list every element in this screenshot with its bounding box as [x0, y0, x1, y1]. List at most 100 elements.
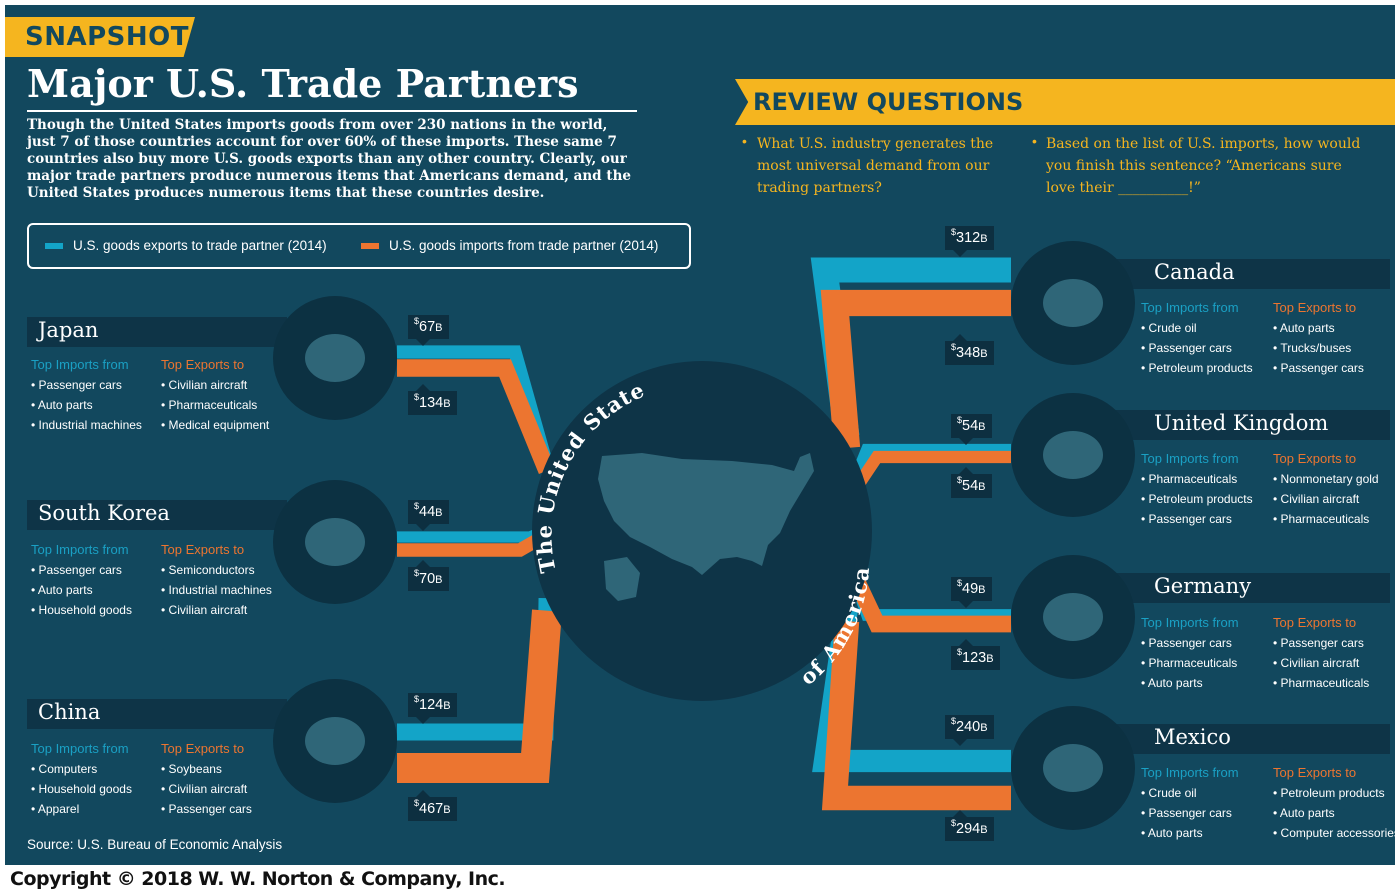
list-item: Passenger cars [1273, 633, 1369, 653]
list-item: Petroleum products [1141, 358, 1253, 378]
list-item: Household goods [31, 600, 132, 620]
list-item: Civilian aircraft [161, 779, 252, 799]
legend: U.S. goods exports to trade partner (201… [27, 223, 691, 269]
list-item: Auto parts [1273, 803, 1395, 823]
list-item: Auto parts [31, 580, 132, 600]
value-number: 123 [962, 650, 987, 666]
value-number: 124 [419, 697, 444, 713]
list-item: Semiconductors [161, 560, 272, 580]
list-item: Computer accessories [1273, 823, 1395, 843]
list-item: Passenger cars [1273, 358, 1364, 378]
tag-pointer [416, 524, 430, 531]
united-kingdom-top-imports-list: PharmaceuticalsPetroleum productsPasseng… [1141, 469, 1253, 529]
us-label-top: The United States [532, 361, 648, 575]
tag-pointer [959, 639, 973, 646]
japan-import-flow [397, 359, 556, 475]
china-imports-heading: Top Imports from [31, 741, 129, 756]
japan-top-imports-list: Passenger carsAuto partsIndustrial machi… [31, 375, 142, 435]
tag-pointer [959, 601, 973, 608]
china-map-icon [305, 717, 365, 765]
list-item: Household goods [31, 779, 132, 799]
tag-pointer [416, 717, 430, 724]
currency-symbol: $ [957, 475, 963, 485]
china-name: China [38, 700, 101, 724]
germany-import-value: $123B [951, 639, 1000, 670]
mexico-export-value: $240B [945, 715, 994, 746]
list-item: Passenger cars [1141, 338, 1253, 358]
currency-symbol: $ [951, 818, 957, 828]
list-item: Industrial machines [161, 580, 272, 600]
question-bullet: • [742, 133, 747, 149]
infographic-panel: SNAPSHOT Major U.S. Trade Partners Thoug… [5, 5, 1395, 865]
list-item: Auto parts [1141, 673, 1237, 693]
list-item: Civilian aircraft [161, 600, 272, 620]
china-top-imports-list: ComputersHousehold goodsApparel [31, 759, 132, 819]
currency-symbol: $ [951, 716, 957, 726]
tag-pointer [416, 790, 430, 797]
list-item: Trucks/buses [1273, 338, 1364, 358]
currency-symbol: $ [414, 568, 420, 578]
currency-symbol: $ [951, 227, 957, 237]
value-number: 44 [419, 504, 436, 520]
review-banner [735, 79, 1395, 125]
legend-exports-swatch [45, 243, 63, 250]
list-item: Civilian aircraft [1273, 489, 1379, 509]
japan-import-value: $134B [408, 384, 457, 415]
tag-pointer [953, 739, 967, 746]
list-item: Passenger cars [1141, 509, 1253, 529]
tag-pointer [953, 334, 967, 341]
canada-export-value: $312B [945, 226, 994, 257]
japan-top-exports-list: Civilian aircraftPharmaceuticalsMedical … [161, 375, 270, 435]
value-number: 134 [419, 395, 444, 411]
us-map-icon [598, 453, 814, 601]
tag-pointer [416, 560, 430, 567]
china-name-bar [27, 699, 287, 729]
list-item: Computers [31, 759, 132, 779]
mexico-map-icon [1043, 744, 1103, 792]
legend-imports: U.S. goods imports from trade partner (2… [361, 238, 658, 253]
currency-symbol: $ [957, 578, 963, 588]
review-title: REVIEW QUESTIONS [753, 88, 1024, 116]
list-item: Nonmonetary gold [1273, 469, 1379, 489]
review-question-1: What U.S. industry generates the most un… [757, 133, 993, 199]
value-number: 312 [956, 230, 981, 246]
canada-import-flow [820, 289, 1011, 450]
value-number: 54 [962, 418, 979, 434]
china-import-value: $467B [408, 790, 457, 821]
value-number: 67 [419, 319, 436, 335]
value-number: 49 [962, 581, 979, 597]
snapshot-tab: SNAPSHOT [5, 17, 195, 57]
currency-symbol: $ [414, 798, 420, 808]
value-unit: B [980, 824, 988, 836]
value-unit: B [980, 722, 988, 734]
intro-paragraph: Though the United States imports goods f… [27, 117, 667, 202]
list-item: Passenger cars [1141, 803, 1232, 823]
south-korea-map-icon [305, 518, 365, 566]
japan-imports-heading: Top Imports from [31, 357, 129, 372]
value-unit: B [435, 322, 443, 334]
south-korea-globe [273, 480, 397, 604]
mexico-import-value: $294B [945, 810, 994, 841]
copyright-notice: Copyright © 2018 W. W. Norton & Company,… [10, 868, 506, 890]
list-item: Medical equipment [161, 415, 270, 435]
currency-symbol: $ [414, 694, 420, 704]
japan-globe [273, 296, 397, 420]
tag-pointer [953, 810, 967, 817]
list-item: Industrial machines [31, 415, 142, 435]
list-item: Soybeans [161, 759, 252, 779]
canada-top-exports-list: Auto partsTrucks/busesPassenger cars [1273, 318, 1364, 378]
question-line: trading partners? [757, 180, 882, 196]
japan-export-value: $67B [408, 315, 449, 346]
germany-map-icon [1043, 593, 1103, 641]
china-top-exports-list: SoybeansCivilian aircraftPassenger cars [161, 759, 252, 819]
germany-globe [1011, 555, 1135, 679]
list-item: Pharmaceuticals [1273, 673, 1370, 693]
japan-exports-heading: Top Exports to [161, 357, 245, 372]
united-states-globe [532, 361, 872, 701]
value-number: 467 [419, 801, 444, 817]
germany-top-exports-list: Passenger carsCivilian aircraftPharmaceu… [1273, 633, 1370, 693]
germany-imports-heading: Top Imports from [1141, 615, 1239, 630]
intro-line: countries also buy more U.S. goods expor… [27, 151, 627, 167]
legend-exports: U.S. goods exports to trade partner (201… [45, 238, 327, 253]
value-unit: B [443, 398, 451, 410]
